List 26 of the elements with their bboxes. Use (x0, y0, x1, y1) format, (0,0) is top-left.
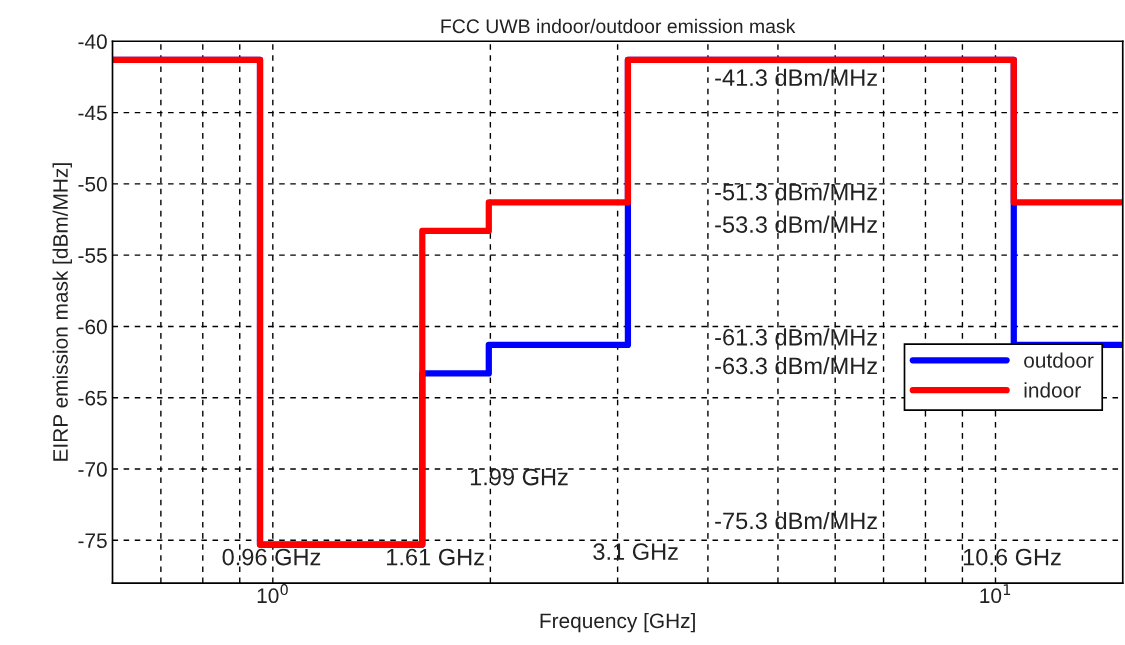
y-tick-label: -40 (78, 34, 107, 50)
annotation: -51.3 dBm/MHz (715, 183, 877, 201)
annotation: -61.3 dBm/MHz (715, 328, 877, 346)
y-tick-label: -50 (78, 176, 107, 192)
y-tick-label: -45 (78, 105, 107, 121)
chart-title: FCC UWB indoor/outdoor emission mask (441, 18, 796, 34)
annotation: -41.3 dBm/MHz (715, 68, 877, 87)
annotation: -53.3 dBm/MHz (715, 215, 877, 233)
y-tick-label: -70 (78, 462, 107, 477)
legend-label: outdoor (1024, 352, 1094, 368)
annotation: 10.6 GHz (963, 548, 1061, 566)
x-tick-label: 10$^{1}$ (980, 584, 1011, 604)
annotation: 1.61 GHz (387, 548, 484, 566)
y-tick-label: -60 (78, 319, 107, 335)
y-tick-label: -65 (78, 390, 107, 406)
y-tick-label: -55 (78, 248, 107, 263)
annotation: 0.96 GHz (222, 548, 321, 566)
x-axis-title: Frequency [GHz] (540, 612, 695, 633)
annotation: 3.1 GHz (593, 543, 678, 560)
y-axis-title: EIRP emission mask [dBm/MHz] (52, 163, 72, 461)
annotation: -75.3 dBm/MHz (715, 511, 877, 530)
annotation: -63.3 dBm/MHz (715, 356, 877, 375)
x-tick-label: 10$^{0}$ (257, 584, 288, 604)
y-tick-label: -75 (78, 533, 107, 549)
legend-label: indoor (1024, 382, 1081, 398)
annotation: 1.99 GHz (470, 468, 568, 486)
